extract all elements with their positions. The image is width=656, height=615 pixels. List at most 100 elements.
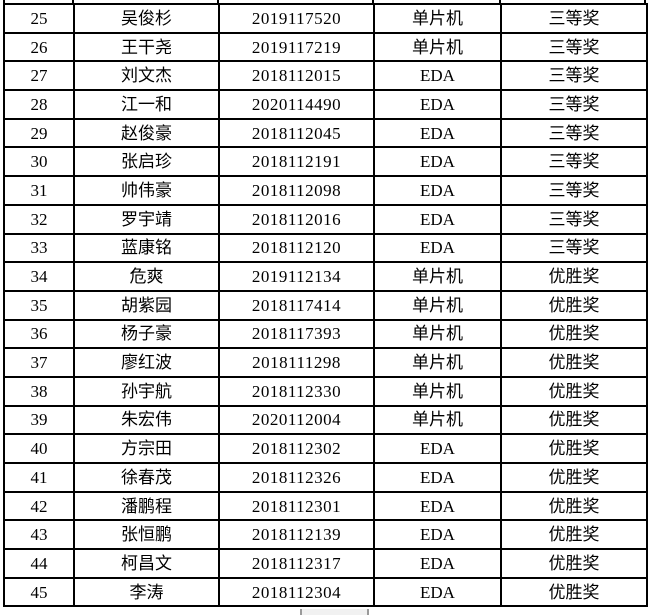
table-row: 41 徐春茂 2018112326 EDA 优胜奖 — [3, 462, 648, 493]
cell-category: 单片机 — [373, 3, 502, 34]
cell-row-number: 43 — [3, 519, 75, 551]
cell-student-id: 2018112015 — [218, 60, 375, 92]
cell-student-id: 2018112317 — [218, 548, 375, 579]
cell-category: 单片机 — [373, 375, 502, 407]
cell-award: 三等奖 — [500, 117, 648, 149]
cell-name: 柯昌文 — [73, 548, 220, 579]
cell-name: 潘鹏程 — [73, 490, 220, 522]
cell-row-number: 45 — [3, 576, 75, 608]
cell-category: EDA — [373, 576, 502, 608]
cell-name: 危爽 — [73, 261, 220, 292]
cell-student-id: 2018112302 — [218, 433, 375, 464]
cell-award: 三等奖 — [500, 89, 648, 120]
cell-award: 三等奖 — [500, 60, 648, 92]
cell-student-id: 2019117520 — [218, 3, 375, 34]
table-row: 30 张启珍 2018112191 EDA 三等奖 — [3, 146, 648, 178]
cell-category: 单片机 — [373, 289, 502, 321]
cell-student-id: 2018112191 — [218, 146, 375, 178]
cell-award: 优胜奖 — [500, 375, 648, 407]
cell-category: 单片机 — [373, 261, 502, 292]
table-row: 40 方宗田 2018112302 EDA 优胜奖 — [3, 433, 648, 464]
cell-student-id: 2018111298 — [218, 347, 375, 378]
cell-name: 张启珍 — [73, 146, 220, 178]
cell-name: 张恒鹏 — [73, 519, 220, 551]
table-row: 25 吴俊杉 2019117520 单片机 三等奖 — [3, 3, 648, 34]
awards-table-body: 25 吴俊杉 2019117520 单片机 三等奖 26 王干尧 2019117… — [3, 3, 648, 608]
cell-row-number: 31 — [3, 175, 75, 206]
grid-line-stub — [72, 0, 74, 4]
cell-category: EDA — [373, 519, 502, 551]
cell-award: 三等奖 — [500, 175, 648, 206]
cell-category: EDA — [373, 548, 502, 579]
awards-table: 25 吴俊杉 2019117520 单片机 三等奖 26 王干尧 2019117… — [3, 3, 648, 608]
cell-name: 杨子豪 — [73, 318, 220, 350]
cell-row-number: 38 — [3, 375, 75, 407]
cell-row-number: 28 — [3, 89, 75, 120]
cell-name: 蓝康铭 — [73, 232, 220, 264]
grid-line-stub — [499, 0, 501, 4]
cell-award: 优胜奖 — [500, 490, 648, 522]
table-row: 39 朱宏伟 2020112004 单片机 优胜奖 — [3, 404, 648, 436]
cell-award: 优胜奖 — [500, 576, 648, 608]
cell-category: EDA — [373, 117, 502, 149]
cell-row-number: 42 — [3, 490, 75, 522]
table-row: 32 罗宇靖 2018112016 EDA 三等奖 — [3, 203, 648, 235]
cell-row-number: 35 — [3, 289, 75, 321]
cell-award: 三等奖 — [500, 146, 648, 178]
cell-category: EDA — [373, 433, 502, 464]
cell-name: 罗宇靖 — [73, 203, 220, 235]
grid-line-stub — [217, 0, 219, 4]
cell-student-id: 2019117219 — [218, 31, 375, 63]
cell-student-id: 2019112134 — [218, 261, 375, 292]
cell-student-id: 2018112301 — [218, 490, 375, 522]
partial-widget-cutoff — [300, 609, 369, 615]
cell-row-number: 30 — [3, 146, 75, 178]
cell-award: 优胜奖 — [500, 404, 648, 436]
cell-student-id: 2020112004 — [218, 404, 375, 436]
cell-row-number: 41 — [3, 462, 75, 493]
cell-name: 徐春茂 — [73, 462, 220, 493]
cell-row-number: 33 — [3, 232, 75, 264]
cell-row-number: 32 — [3, 203, 75, 235]
cell-name: 方宗田 — [73, 433, 220, 464]
cell-student-id: 2020114490 — [218, 89, 375, 120]
cell-row-number: 27 — [3, 60, 75, 92]
cell-student-id: 2018112304 — [218, 576, 375, 608]
cell-category: EDA — [373, 462, 502, 493]
table-row: 37 廖红波 2018111298 单片机 优胜奖 — [3, 347, 648, 378]
table-row: 29 赵俊豪 2018112045 EDA 三等奖 — [3, 117, 648, 149]
cell-student-id: 2018117414 — [218, 289, 375, 321]
table-row: 36 杨子豪 2018117393 单片机 优胜奖 — [3, 318, 648, 350]
cell-category: 单片机 — [373, 31, 502, 63]
cell-student-id: 2018117393 — [218, 318, 375, 350]
cell-name: 王干尧 — [73, 31, 220, 63]
cell-award: 优胜奖 — [500, 261, 648, 292]
cell-category: EDA — [373, 175, 502, 206]
cell-row-number: 34 — [3, 261, 75, 292]
cell-name: 吴俊杉 — [73, 3, 220, 34]
cell-row-number: 29 — [3, 117, 75, 149]
cell-award: 三等奖 — [500, 203, 648, 235]
cell-row-number: 39 — [3, 404, 75, 436]
cell-category: 单片机 — [373, 347, 502, 378]
table-row: 27 刘文杰 2018112015 EDA 三等奖 — [3, 60, 648, 92]
cell-award: 优胜奖 — [500, 318, 648, 350]
table-row: 33 蓝康铭 2018112120 EDA 三等奖 — [3, 232, 648, 264]
cell-award: 优胜奖 — [500, 519, 648, 551]
cell-student-id: 2018112098 — [218, 175, 375, 206]
table-row: 31 帅伟豪 2018112098 EDA 三等奖 — [3, 175, 648, 206]
table-row: 35 胡紫园 2018117414 单片机 优胜奖 — [3, 289, 648, 321]
cell-name: 廖红波 — [73, 347, 220, 378]
cell-category: EDA — [373, 146, 502, 178]
cell-category: 单片机 — [373, 318, 502, 350]
table-row: 26 王干尧 2019117219 单片机 三等奖 — [3, 31, 648, 63]
table-row: 38 孙宇航 2018112330 单片机 优胜奖 — [3, 375, 648, 407]
cell-name: 江一和 — [73, 89, 220, 120]
table-row: 42 潘鹏程 2018112301 EDA 优胜奖 — [3, 490, 648, 522]
grid-line-stub — [3, 0, 5, 4]
cell-award: 优胜奖 — [500, 347, 648, 378]
cell-student-id: 2018112139 — [218, 519, 375, 551]
cell-category: EDA — [373, 232, 502, 264]
cell-name: 帅伟豪 — [73, 175, 220, 206]
